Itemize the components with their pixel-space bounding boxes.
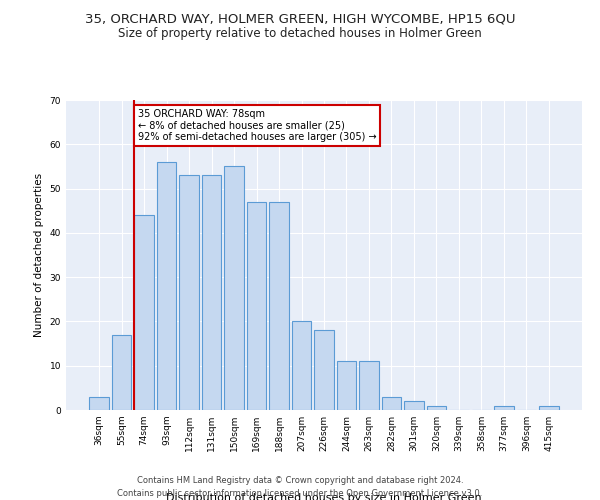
Bar	[404, 401, 424, 410]
X-axis label: Distribution of detached houses by size in Holmer Green: Distribution of detached houses by size …	[166, 493, 482, 500]
Y-axis label: Number of detached properties: Number of detached properties	[34, 173, 44, 337]
Bar	[427, 406, 446, 410]
Bar	[89, 396, 109, 410]
Bar	[134, 215, 154, 410]
Bar	[112, 334, 131, 410]
Bar	[247, 202, 266, 410]
Bar	[157, 162, 176, 410]
Text: 35 ORCHARD WAY: 78sqm
← 8% of detached houses are smaller (25)
92% of semi-detac: 35 ORCHARD WAY: 78sqm ← 8% of detached h…	[138, 109, 376, 142]
Bar	[382, 396, 401, 410]
Bar	[494, 406, 514, 410]
Bar	[314, 330, 334, 410]
Bar	[359, 362, 379, 410]
Bar	[179, 176, 199, 410]
Bar	[269, 202, 289, 410]
Bar	[337, 362, 356, 410]
Text: Size of property relative to detached houses in Holmer Green: Size of property relative to detached ho…	[118, 28, 482, 40]
Text: Contains HM Land Registry data © Crown copyright and database right 2024.
Contai: Contains HM Land Registry data © Crown c…	[118, 476, 482, 498]
Text: 35, ORCHARD WAY, HOLMER GREEN, HIGH WYCOMBE, HP15 6QU: 35, ORCHARD WAY, HOLMER GREEN, HIGH WYCO…	[85, 12, 515, 26]
Bar	[202, 176, 221, 410]
Bar	[224, 166, 244, 410]
Bar	[539, 406, 559, 410]
Bar	[292, 322, 311, 410]
